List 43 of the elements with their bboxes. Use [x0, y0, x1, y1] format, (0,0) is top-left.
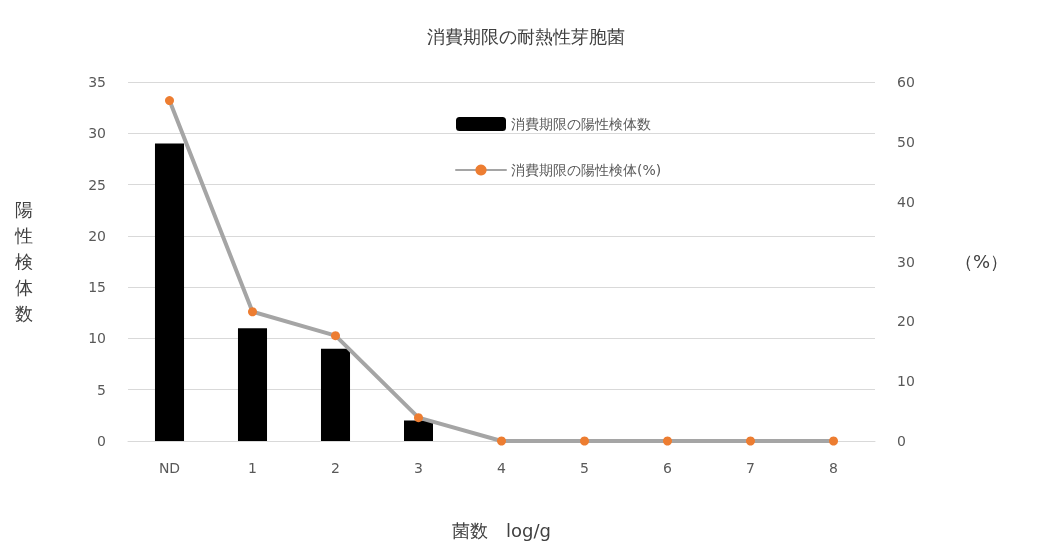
- x-tick-label: 6: [663, 460, 673, 476]
- bar: [154, 143, 185, 441]
- point: [331, 331, 340, 341]
- point: [580, 436, 589, 446]
- point: [248, 307, 257, 317]
- y-axis-title: 陽性検体数: [14, 199, 33, 324]
- y-tick-label: 15: [88, 279, 106, 296]
- bar: [320, 348, 351, 441]
- y2-tick-label: 40: [897, 193, 915, 210]
- bar: [403, 420, 434, 441]
- y-tick-label: 5: [97, 381, 106, 398]
- x-tick-label: 1: [248, 460, 257, 476]
- y-tick-label: 25: [88, 176, 106, 193]
- y-tick-label: 10: [88, 330, 106, 347]
- x-tick-label: 4: [497, 460, 507, 476]
- bar: [237, 328, 268, 441]
- point: [165, 96, 174, 106]
- y2-tick-label: 20: [897, 313, 915, 330]
- point: [829, 436, 838, 446]
- y2-tick-label: 50: [897, 133, 915, 150]
- x-axis-title: 菌数 log/g: [452, 519, 551, 541]
- y2-tick-label: 60: [897, 74, 915, 90]
- x-tick-label: ND: [158, 460, 181, 476]
- x-tick-label: 8: [829, 460, 838, 476]
- y-tick-label: 0: [97, 433, 106, 449]
- point: [663, 436, 672, 446]
- point: [746, 436, 755, 446]
- y2-tick-label: 30: [897, 253, 915, 270]
- x-tick-label: 5: [580, 460, 589, 476]
- y-tick-label: 20: [88, 227, 106, 244]
- y2-axis-title: （%）: [955, 251, 1009, 272]
- y2-tick-label: 10: [897, 373, 915, 390]
- legend-label: 消費期限の陽性検体(%): [511, 162, 662, 178]
- chart-title: 消費期限の耐熱性芽胞菌: [427, 25, 625, 47]
- x-tick-label: 3: [414, 460, 423, 476]
- point: [497, 436, 506, 446]
- y-tick-label: 35: [88, 74, 106, 90]
- x-tick-label: 2: [331, 460, 340, 476]
- y-tick-label: 30: [88, 125, 106, 142]
- x-tick-label: 7: [746, 460, 755, 476]
- point: [414, 413, 423, 423]
- legend-label: 消費期限の陽性検体数: [511, 116, 651, 132]
- y2-tick-label: 0: [897, 433, 906, 449]
